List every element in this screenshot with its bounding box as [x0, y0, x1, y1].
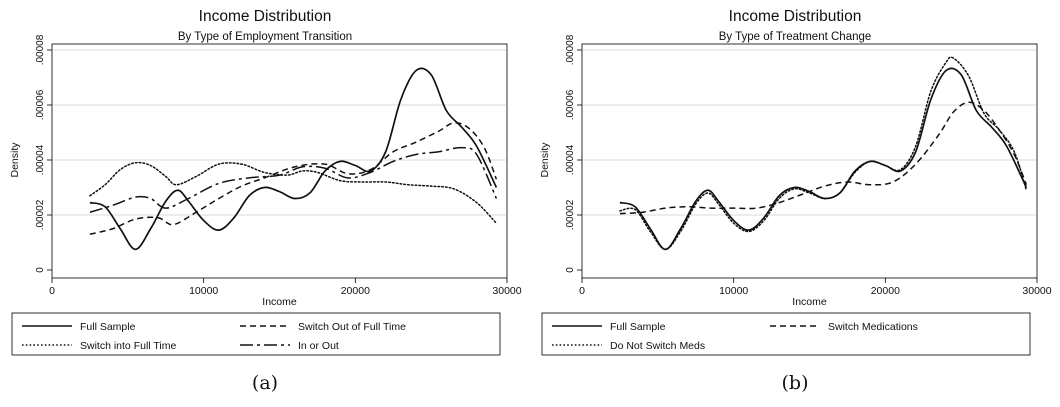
x-tick-label: 30000 — [492, 285, 521, 297]
legend-label: Full Sample — [80, 321, 136, 333]
series-line-full-sample — [89, 67, 498, 251]
panel-a: Income Distribution By Type of Employment… — [9, 8, 522, 394]
y-tick-label: .00004 — [565, 144, 576, 175]
legend-label: Do Not Switch Meds — [610, 340, 705, 352]
y-tick-label: .00006 — [565, 89, 576, 120]
legend-label: Switch into Full Time — [80, 340, 176, 352]
panel-b-caption: (b) — [781, 372, 809, 394]
y-axis-label: Density — [9, 142, 21, 178]
plot-frame — [51, 43, 508, 279]
y-tick-label: .00002 — [565, 199, 576, 230]
y-tick-label: .00002 — [35, 199, 46, 230]
panel-a-caption: (a) — [251, 372, 279, 394]
panel-b: Income Distribution By Type of Treatment … — [530, 0, 1060, 407]
chart-b: Income Distribution By Type of Treatment … — [539, 8, 1052, 356]
chart-title: Income Distribution — [199, 8, 332, 25]
x-axis-label: Income — [262, 296, 297, 308]
series-line-do-not-switch-meds — [619, 56, 1028, 251]
y-axis-label: Density — [539, 142, 551, 178]
x-tick-label: 0 — [579, 285, 585, 297]
chart-title: Income Distribution — [729, 8, 862, 25]
legend-box — [11, 312, 501, 356]
plot-frame — [581, 43, 1038, 279]
y-tick-label: 0 — [565, 267, 576, 273]
legend-label: Full Sample — [610, 321, 666, 333]
legend-label: In or Out — [298, 340, 339, 352]
x-tick-label: 20000 — [341, 285, 370, 297]
chart-subtitle: By Type of Employment Transition — [178, 31, 352, 43]
series-line-switch-medications — [619, 101, 1028, 215]
x-tick-label: 30000 — [1022, 285, 1051, 297]
y-tick-label: .00006 — [35, 89, 46, 120]
y-tick-label: 0 — [35, 267, 46, 273]
legend-label: Switch Medications — [828, 321, 918, 333]
x-tick-label: 10000 — [719, 285, 748, 297]
series-line-switch-out-of-full-time — [89, 122, 498, 235]
y-tick-label: .00008 — [35, 34, 46, 65]
x-tick-label: 10000 — [189, 285, 218, 297]
series-line-in-or-out — [89, 146, 498, 213]
y-tick-label: .00004 — [35, 144, 46, 175]
series-line-full-sample — [619, 67, 1028, 251]
y-tick-label: .00008 — [565, 34, 576, 65]
x-axis-label: Income — [792, 296, 827, 308]
x-tick-label: 20000 — [871, 285, 900, 297]
series-line-switch-into-full-time — [89, 161, 498, 224]
legend-label: Switch Out of Full Time — [298, 321, 406, 333]
legend-box — [541, 312, 1031, 356]
x-tick-label: 0 — [49, 285, 55, 297]
chart-a: Income Distribution By Type of Employment… — [9, 8, 522, 356]
chart-subtitle: By Type of Treatment Change — [719, 31, 872, 43]
